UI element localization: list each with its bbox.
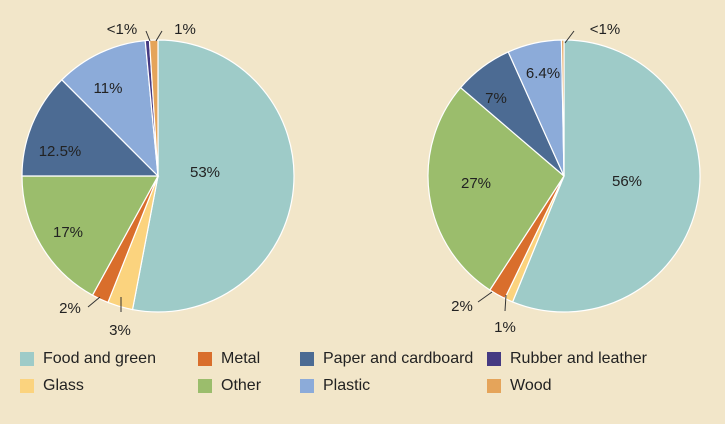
pie-1-slice-other [21, 175, 160, 296]
pie-1-label-rubber-and-leather: <1% [107, 21, 137, 38]
legend-swatch-other [198, 379, 212, 393]
legend-label-paper-and-cardboard: Paper and cardboard [323, 350, 474, 367]
legend-label-glass: Glass [43, 377, 84, 394]
pie-2-label-glass: 1% [494, 319, 516, 336]
pie-1-slice-paper-and-cardboard [21, 78, 160, 177]
pie-1-leader-rubber-and-leather [145, 30, 151, 42]
legend: Food and green Metal Paper and cardboard Ru… [20, 350, 710, 410]
pie-1-leader-metal [87, 296, 101, 308]
legend-item-paper-and-cardboard: Paper and cardboard [300, 350, 473, 368]
legend-item-food-and-green: Food and green [20, 350, 156, 368]
legend-label-metal: Metal [221, 350, 261, 367]
legend-swatch-wood [487, 379, 501, 393]
legend-item-other: Other [198, 377, 261, 395]
pie-1-label-plastic: 11% [94, 80, 123, 97]
legend-swatch-glass [20, 379, 34, 393]
legend-label-other: Other [221, 377, 262, 394]
pie-2-slice-food-and-green [511, 39, 701, 313]
pie-2-label-food-and-green: 56% [612, 173, 642, 190]
legend-swatch-rubber-and-leather [487, 352, 501, 366]
pie-1-label-paper-and-cardboard: 12.5% [39, 143, 82, 160]
legend-item-rubber-and-leather: Rubber and leather [487, 350, 647, 368]
pie-2-label-paper-and-cardboard: 7% [485, 90, 507, 107]
legend-label-wood: Wood [510, 377, 552, 394]
pie-2-leader-glass [504, 294, 507, 312]
legend-item-metal: Metal [198, 350, 260, 368]
pie-1-slice-plastic [60, 39, 159, 178]
pie-1-label-metal: 2% [59, 300, 81, 317]
pie-charts: 53% 3% 2% 17% 12.5% 11% <1% 1% 56% 1% 2% 27% 7% 6.4% <… [21, 21, 701, 339]
pie-chart-1: 53% 3% 2% 17% 12.5% 11% <1% 1% [21, 21, 295, 339]
legend-label-plastic: Plastic [323, 377, 371, 394]
legend-item-glass: Glass [20, 377, 84, 395]
pie-2-slice-wood [560, 39, 565, 177]
pie-2-label-metal: 2% [451, 298, 473, 315]
pie-1-label-food-and-green: 53% [190, 164, 220, 181]
legend-swatch-paper-and-cardboard [300, 352, 314, 366]
legend-swatch-metal [198, 352, 212, 366]
pie-1-label-glass: 3% [109, 322, 131, 339]
legend-label-rubber-and-leather: Rubber and leather [510, 350, 647, 367]
legend-swatch-plastic [300, 379, 314, 393]
pie-1-label-wood: 1% [174, 21, 196, 38]
legend-label-food-and-green: Food and green [43, 350, 156, 367]
legend-item-wood: Wood [487, 377, 552, 395]
pie-2-label-wood: <1% [590, 21, 620, 38]
pie-2-slice-other [427, 86, 565, 291]
pie-2-label-other: 27% [461, 175, 491, 192]
legend-item-plastic: Plastic [300, 377, 370, 395]
pie-1-leader-wood [155, 30, 163, 42]
pie-1-label-other: 17% [53, 224, 83, 241]
pie-2-leader-wood [564, 30, 575, 44]
pie-2-leader-metal [477, 291, 493, 303]
legend-swatch-food-and-green [20, 352, 34, 366]
pie-2-label-plastic: 6.4% [526, 65, 560, 82]
pie-1-slice-food-and-green [131, 39, 295, 313]
pie-chart-2: 56% 1% 2% 27% 7% 6.4% <1% [427, 21, 701, 336]
